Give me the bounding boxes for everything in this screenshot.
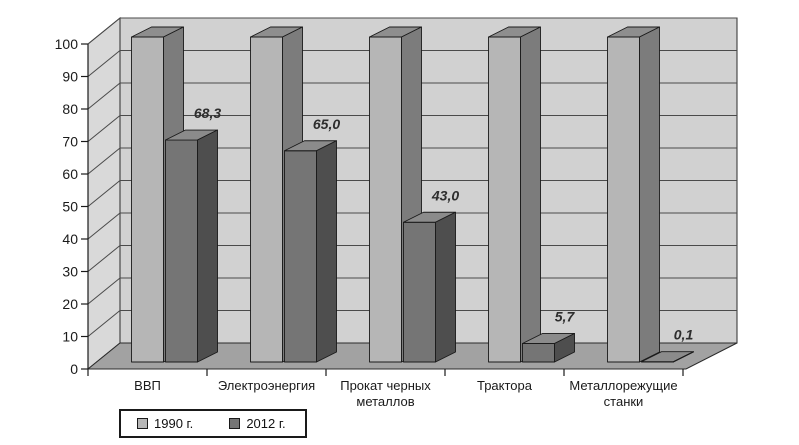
value-label: 68,3 [194, 105, 221, 121]
category-label: Трактора [477, 378, 533, 393]
legend: 1990 г. 2012 г. [119, 409, 307, 438]
value-label: 43,0 [431, 187, 459, 203]
bar-s1-c5 [607, 36, 640, 363]
value-label: 0,1 [674, 327, 694, 343]
bar-s2-c3 [403, 221, 436, 363]
bar-s1-c1 [131, 36, 164, 363]
legend-swatch-icon [137, 418, 148, 429]
y-axis-label: 20 [62, 296, 78, 312]
legend-label: 1990 г. [154, 416, 194, 431]
bar-s2-c3 [435, 211, 456, 363]
y-axis-label: 70 [62, 134, 78, 150]
bar-s2-c4 [554, 333, 575, 363]
category-label: металлов [356, 394, 414, 409]
bar-s1-c4 [520, 26, 541, 363]
bar-s2-c4 [522, 343, 555, 363]
y-axis-label: 90 [62, 69, 78, 85]
y-axis-label: 40 [62, 231, 78, 247]
gridline-side [87, 50, 121, 77]
gridline-side [87, 310, 121, 337]
bar-s2-c5 [673, 351, 694, 363]
bar-s1-c2 [250, 36, 283, 363]
legend-swatch-icon [229, 418, 241, 429]
gridline-side [87, 147, 121, 175]
bar-s2-c1 [165, 139, 198, 363]
bar-s1-c4 [488, 36, 521, 363]
bar-s1-c5 [639, 26, 660, 363]
bar-s2-c1 [197, 129, 218, 363]
bar-s2-c2 [316, 140, 337, 363]
y-axis-label: 10 [62, 329, 78, 345]
legend-label: 2012 г. [246, 416, 286, 431]
gridline-side [87, 277, 121, 305]
value-label: 65,0 [313, 116, 340, 132]
gridline-side [87, 82, 121, 110]
y-axis-label: 100 [55, 36, 79, 52]
legend-item-1: 1990 г. [137, 416, 193, 431]
y-axis-label: 60 [62, 166, 78, 182]
category-label: Электроэнергия [218, 378, 315, 393]
gridline-side [87, 245, 121, 272]
y-axis-label: 30 [62, 264, 78, 280]
category-label: Металлорежущие [569, 378, 677, 393]
legend-item-2: 2012 г. [229, 416, 286, 431]
value-label: 5,7 [555, 308, 576, 324]
category-label: ВВП [134, 378, 161, 393]
category-label: Прокат черных [340, 378, 431, 393]
y-axis-label: 0 [70, 361, 78, 377]
bar-s2-c2 [284, 150, 317, 363]
category-label: станки [604, 394, 644, 409]
y-axis-label: 50 [62, 199, 78, 215]
gridline-side [87, 115, 121, 142]
bar-s1-c3 [369, 36, 402, 363]
gridline-side [87, 17, 121, 45]
gridline-side [87, 180, 121, 207]
gridline-side [87, 212, 121, 240]
y-axis-label: 80 [62, 101, 78, 117]
